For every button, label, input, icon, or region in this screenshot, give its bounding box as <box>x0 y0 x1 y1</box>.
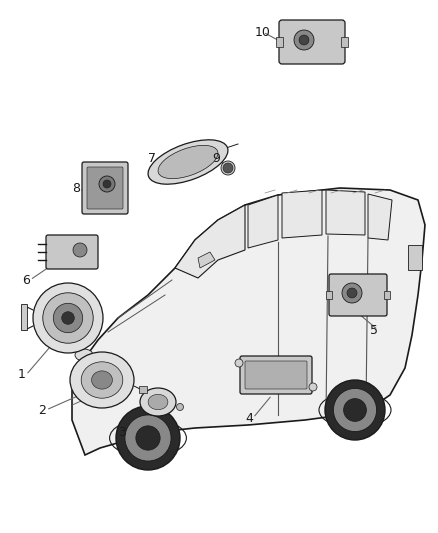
Bar <box>408 245 422 270</box>
Text: 5: 5 <box>370 324 378 336</box>
Text: 8: 8 <box>72 182 80 195</box>
Polygon shape <box>248 195 278 248</box>
Text: 9: 9 <box>212 151 220 165</box>
Circle shape <box>343 399 367 422</box>
Circle shape <box>136 426 160 450</box>
Bar <box>384 291 390 299</box>
Text: 10: 10 <box>255 26 271 38</box>
Polygon shape <box>326 190 365 235</box>
FancyBboxPatch shape <box>279 20 345 64</box>
Text: 6: 6 <box>22 273 30 287</box>
Polygon shape <box>368 194 392 240</box>
Circle shape <box>43 293 93 343</box>
Circle shape <box>235 359 243 367</box>
FancyBboxPatch shape <box>240 356 312 394</box>
Circle shape <box>294 30 314 50</box>
Circle shape <box>333 389 377 432</box>
Circle shape <box>62 312 74 324</box>
Polygon shape <box>175 205 245 278</box>
Circle shape <box>309 383 317 391</box>
Circle shape <box>325 380 385 440</box>
Circle shape <box>299 35 309 45</box>
Circle shape <box>99 176 115 192</box>
Ellipse shape <box>148 140 228 184</box>
Bar <box>326 291 332 299</box>
Bar <box>21 304 27 330</box>
Circle shape <box>223 163 233 173</box>
Text: 7: 7 <box>148 151 156 165</box>
Ellipse shape <box>158 146 218 179</box>
Text: 2: 2 <box>38 403 46 416</box>
FancyBboxPatch shape <box>46 235 98 269</box>
Circle shape <box>342 283 362 303</box>
Ellipse shape <box>70 352 134 408</box>
Circle shape <box>177 403 184 410</box>
Text: 3: 3 <box>118 425 126 439</box>
Circle shape <box>125 415 171 461</box>
Text: 1: 1 <box>18 368 26 382</box>
Polygon shape <box>72 188 425 455</box>
Polygon shape <box>198 252 215 268</box>
Ellipse shape <box>148 394 168 410</box>
FancyBboxPatch shape <box>82 162 128 214</box>
Circle shape <box>347 288 357 298</box>
Ellipse shape <box>75 349 93 361</box>
Polygon shape <box>282 190 322 238</box>
Circle shape <box>33 283 103 353</box>
Circle shape <box>73 243 87 257</box>
Bar <box>276 37 283 47</box>
FancyBboxPatch shape <box>329 274 387 316</box>
Bar <box>139 386 147 393</box>
Circle shape <box>53 303 83 333</box>
Circle shape <box>116 406 180 470</box>
Circle shape <box>221 161 235 175</box>
Ellipse shape <box>81 362 123 398</box>
Circle shape <box>103 180 111 188</box>
Ellipse shape <box>140 388 176 416</box>
FancyBboxPatch shape <box>87 167 123 209</box>
FancyBboxPatch shape <box>245 361 307 389</box>
Bar <box>341 37 348 47</box>
Ellipse shape <box>92 371 113 389</box>
Text: 4: 4 <box>245 411 253 424</box>
